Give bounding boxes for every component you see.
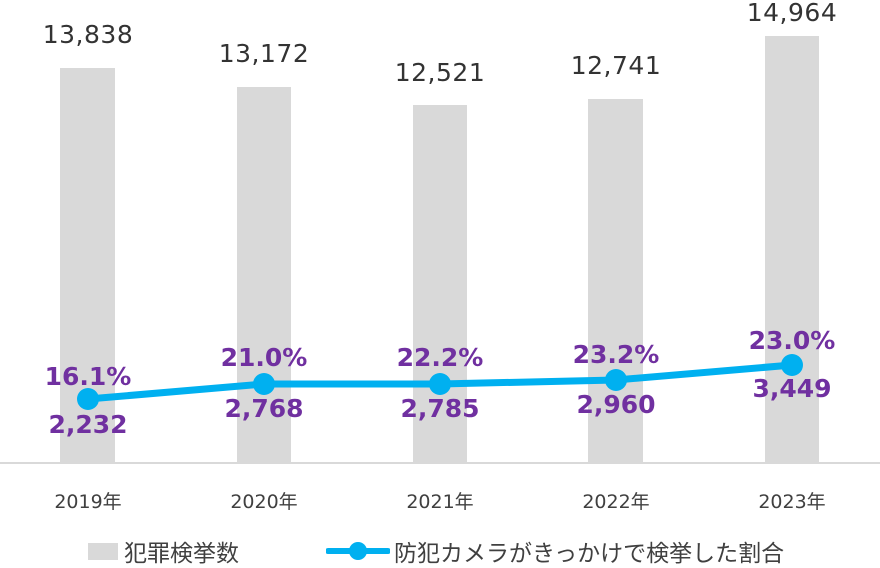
bar-2021 [413,105,467,463]
x-tick-label: 2023年 [758,491,826,513]
bar-2020 [237,87,291,463]
bar-swatch-icon [88,542,118,560]
bar-2023 [765,36,819,463]
bar-value-label: 12,741 [570,51,662,80]
count-label: 2,785 [400,394,480,423]
legend-label: 防犯カメラがきっかけで検挙した割合 [394,541,785,567]
legend-item-bar: 犯罪検挙数 [88,534,239,568]
percentage-label: 23.0% [748,326,836,355]
legend-item-line: 防犯カメラがきっかけで検挙した割合 [326,534,784,568]
x-tick-label: 2022年 [582,491,650,513]
x-axis-line [0,462,880,464]
percentage-label: 16.1% [44,362,132,391]
percentage-label: 22.2% [396,343,484,372]
bar-value-label: 13,838 [42,20,134,49]
percentage-label: 21.0% [220,343,308,372]
bar-value-label: 14,964 [746,0,838,27]
legend: 犯罪検挙数 防犯カメラがきっかけで検挙した割合 [0,534,880,568]
bar-2022 [588,99,643,463]
line-marker-icon [326,542,390,560]
bar-value-label: 12,521 [394,58,486,87]
bar-value-label: 13,172 [218,39,310,68]
x-tick-label: 2019年 [54,491,122,513]
x-tick-label: 2020年 [230,491,298,513]
count-label: 2,768 [224,394,304,423]
count-label: 2,960 [576,390,656,419]
legend-label: 犯罪検挙数 [124,541,239,567]
percentage-label: 23.2% [572,340,660,369]
x-tick-label: 2021年 [406,491,474,513]
count-label: 3,449 [752,374,832,403]
count-label: 2,232 [48,410,128,439]
